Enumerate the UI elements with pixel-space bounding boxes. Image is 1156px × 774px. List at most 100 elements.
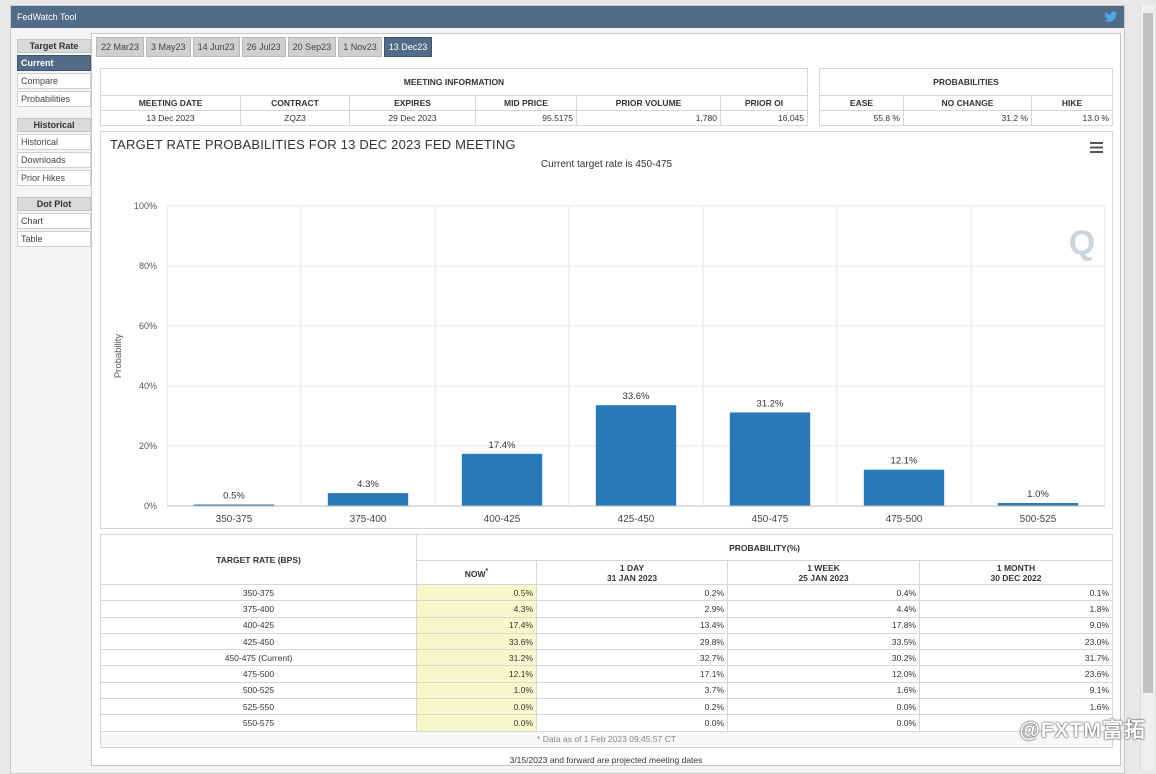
sidebar-heading-target-rate: Target Rate <box>17 39 91 53</box>
y-tick-label: 40% <box>139 381 157 391</box>
rate-cell: 475-500 <box>100 665 417 683</box>
chart-subtitle: Current target rate is 450-475 <box>540 159 673 170</box>
x-tick-label: 350-375 <box>216 514 253 525</box>
tab-22-mar23[interactable]: 22 Mar23 <box>96 37 145 57</box>
one-day-cell: 29.8% <box>536 632 728 651</box>
tab-14-jun23[interactable]: 14 Jun23 <box>192 37 240 57</box>
sidebar-item-prior-hikes[interactable]: Prior Hikes <box>17 170 91 186</box>
chart-plot-area: 0% 20% 40% 60% 80% 100% 0.5% 350-375 4.3% 375-400… <box>113 201 1106 525</box>
probabilities-table: PROBABILITIES EASE NO CHANGE HIKE 55.8 %… <box>819 68 1113 126</box>
x-tick-label: 375-400 <box>350 514 387 525</box>
now-cell: 0.5% <box>416 583 537 602</box>
y-tick-label: 100% <box>134 201 157 211</box>
data-label: 0.5% <box>223 491 245 502</box>
one-month-cell: 23.0% <box>919 632 1113 651</box>
app-title: FedWatch Tool <box>17 12 77 22</box>
bar <box>595 405 677 506</box>
col-now: NOW* <box>416 560 537 585</box>
one-month-cell: 9.0% <box>919 616 1113 634</box>
sidebar-item-downloads[interactable]: Downloads <box>17 152 91 168</box>
tab-20-sep23[interactable]: 20 Sep23 <box>287 37 337 57</box>
col-1-day: 1 DAY 31 JAN 2023 <box>536 560 728 585</box>
y-tick-label: 20% <box>139 441 157 451</box>
no-change-value: 31.2 % <box>903 110 1032 126</box>
data-timestamp-footnote: * Data as of 1 Feb 2023 09:45:57 CT <box>100 730 1113 748</box>
one-day-cell: 17.1% <box>536 665 728 683</box>
col-contract: CONTRACT <box>240 95 350 111</box>
one-week-cell: 0.0% <box>727 698 920 716</box>
probability-heading: PROBABILITY(%) <box>416 534 1113 561</box>
prior-volume-value: 1,780 <box>576 110 721 126</box>
probability-history-table: TARGET RATE (BPS) PROBABILITY(%) NOW* 1 … <box>100 534 1113 748</box>
col-prior-volume: PRIOR VOLUME <box>576 95 721 111</box>
fedwatch-app: FedWatch Tool Target Rate Current Compar… <box>10 5 1125 774</box>
table-row: 475-500 12.1% 17.1% 12.0% 23.6% <box>100 665 1113 683</box>
one-week-cell: 0.4% <box>727 583 920 602</box>
twitter-icon[interactable] <box>1104 11 1118 23</box>
one-day-cell: 13.4% <box>536 616 728 634</box>
hamburger-menu-icon[interactable] <box>1090 142 1103 153</box>
sidebar-item-chart[interactable]: Chart <box>17 213 91 229</box>
scrollbar-thumb[interactable] <box>1143 13 1153 693</box>
one-day-cell: 32.7% <box>536 649 728 667</box>
contract-value: ZQZ3 <box>240 110 350 126</box>
x-tick-label: 475-500 <box>886 514 923 525</box>
one-week-cell: 33.5% <box>727 632 920 651</box>
rate-cell: 350-375 <box>100 583 417 602</box>
sidebar-item-table[interactable]: Table <box>17 231 91 247</box>
data-label: 33.6% <box>623 391 650 402</box>
now-cell: 0.0% <box>416 698 537 716</box>
col-mid-price: MID PRICE <box>475 95 577 111</box>
rate-cell: 400-425 <box>100 616 417 634</box>
sidebar-item-compare[interactable]: Compare <box>17 73 91 89</box>
y-tick-label: 80% <box>139 261 157 271</box>
col-ease: EASE <box>819 95 904 111</box>
chart-title: TARGET RATE PROBABILITIES FOR 13 DEC 202… <box>110 137 516 152</box>
meeting-date-value: 13 Dec 2023 <box>100 110 241 126</box>
bar <box>193 504 275 506</box>
sidebar-item-probabilities[interactable]: Probabilities <box>17 91 91 107</box>
hike-value: 13.0 % <box>1031 110 1113 126</box>
tab-13-dec23[interactable]: 13 Dec23 <box>383 37 433 57</box>
one-day-cell: 3.7% <box>536 681 728 700</box>
now-cell: 31.2% <box>416 649 537 667</box>
now-cell: 33.6% <box>416 632 537 651</box>
target-rate-heading: TARGET RATE (BPS) <box>100 534 417 585</box>
one-week-cell: 1.6% <box>727 681 920 700</box>
col-meeting-date: MEETING DATE <box>100 95 241 111</box>
bar <box>729 412 811 506</box>
sidebar-item-historical[interactable]: Historical <box>17 134 91 150</box>
sidebar-item-current[interactable]: Current <box>17 55 91 71</box>
projected-dates-note: 3/15/2023 and forward are projected meet… <box>509 755 703 765</box>
table-row: 400-425 17.4% 13.4% 17.8% 9.0% <box>100 616 1113 634</box>
rate-cell: 500-525 <box>100 681 417 700</box>
col-no-change: NO CHANGE <box>903 95 1032 111</box>
meeting-information-heading: MEETING INFORMATION <box>100 68 808 96</box>
one-month-cell: 23.6% <box>919 665 1113 683</box>
one-week-cell: 17.8% <box>727 616 920 634</box>
prior-oi-value: 16,045 <box>720 110 808 126</box>
x-tick-label: 450-475 <box>752 514 789 525</box>
one-week-cell: 4.4% <box>727 600 920 618</box>
table-row: 500-525 1.0% 3.7% 1.6% 9.1% <box>100 681 1113 700</box>
expires-value: 29 Dec 2023 <box>349 110 476 126</box>
now-cell: 0.0% <box>416 714 537 732</box>
one-week-cell: 12.0% <box>727 665 920 683</box>
bar <box>461 453 543 506</box>
data-label: 12.1% <box>891 456 918 467</box>
tab-1-nov23[interactable]: 1 Nov23 <box>338 37 382 57</box>
table-row: 350-375 0.5% 0.2% 0.4% 0.1% <box>100 583 1113 602</box>
tab-3-may23[interactable]: 3 May23 <box>146 37 191 57</box>
col-1-month: 1 MONTH 30 DEC 2022 <box>919 560 1113 585</box>
one-day-cell: 0.2% <box>536 583 728 602</box>
tab-26-jul23[interactable]: 26 Jul23 <box>241 37 286 57</box>
rate-cell: 525-550 <box>100 698 417 716</box>
one-month-cell: 0.1% <box>919 583 1113 602</box>
title-bar: FedWatch Tool <box>11 6 1124 28</box>
col-prior-oi: PRIOR OI <box>720 95 808 111</box>
data-label: 17.4% <box>489 440 516 451</box>
y-tick-label: 0% <box>144 501 157 511</box>
watermark-logo: @FXTM富拓 <box>1019 719 1146 742</box>
data-label: 31.2% <box>757 398 784 409</box>
vertical-scrollbar[interactable] <box>1140 5 1154 770</box>
